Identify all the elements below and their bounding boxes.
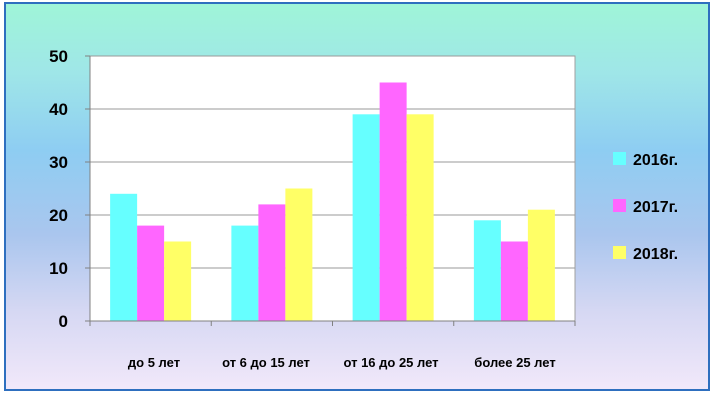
- bar: [379, 82, 407, 321]
- y-tick-label: 10: [49, 259, 68, 278]
- bar: [500, 241, 528, 321]
- y-tick-label: 40: [49, 100, 68, 119]
- bar: [110, 193, 138, 321]
- legend-entry: 2016г.: [633, 152, 678, 169]
- bar: [231, 225, 259, 321]
- axes: [85, 55, 576, 326]
- bar: [137, 225, 165, 321]
- bar: [352, 114, 380, 321]
- x-tick-labels: до 5 лет от 6 до 15 лет от 16 до 25 лет бол…: [128, 355, 556, 370]
- y-tick-label: 30: [49, 153, 68, 172]
- y-tick-labels: 0 10 20 30 40 50: [49, 47, 68, 331]
- bar: [285, 188, 313, 321]
- bar: [406, 114, 434, 321]
- bar-chart: 0 10 20 30 40 50 до 5 лет от 6 до 15 лет от 16 …: [49, 47, 678, 370]
- chart-frame: 0 10 20 30 40 50 до 5 лет от 6 до 15 лет от 16 …: [4, 2, 710, 391]
- legend-entry: 2018г.: [633, 246, 678, 263]
- x-tick-label: от 16 до 25 лет: [343, 355, 438, 370]
- legend-swatch: [613, 199, 626, 212]
- bars: [110, 82, 555, 321]
- bar: [527, 209, 555, 321]
- y-tick-label: 50: [49, 47, 68, 66]
- legend-swatch: [613, 152, 626, 165]
- y-tick-label: 20: [49, 206, 68, 225]
- legend-entry: 2017г.: [633, 199, 678, 216]
- legend: 2016г. 2017г. 2018г.: [613, 152, 678, 263]
- x-tick-label: от 6 до 15 лет: [222, 355, 310, 370]
- bar: [258, 204, 286, 321]
- y-tick-label: 0: [59, 312, 68, 331]
- x-tick-label: более 25 лет: [474, 355, 555, 370]
- bar: [164, 241, 192, 321]
- x-tick-label: до 5 лет: [128, 355, 180, 370]
- legend-swatch: [613, 246, 626, 259]
- bar: [473, 220, 501, 321]
